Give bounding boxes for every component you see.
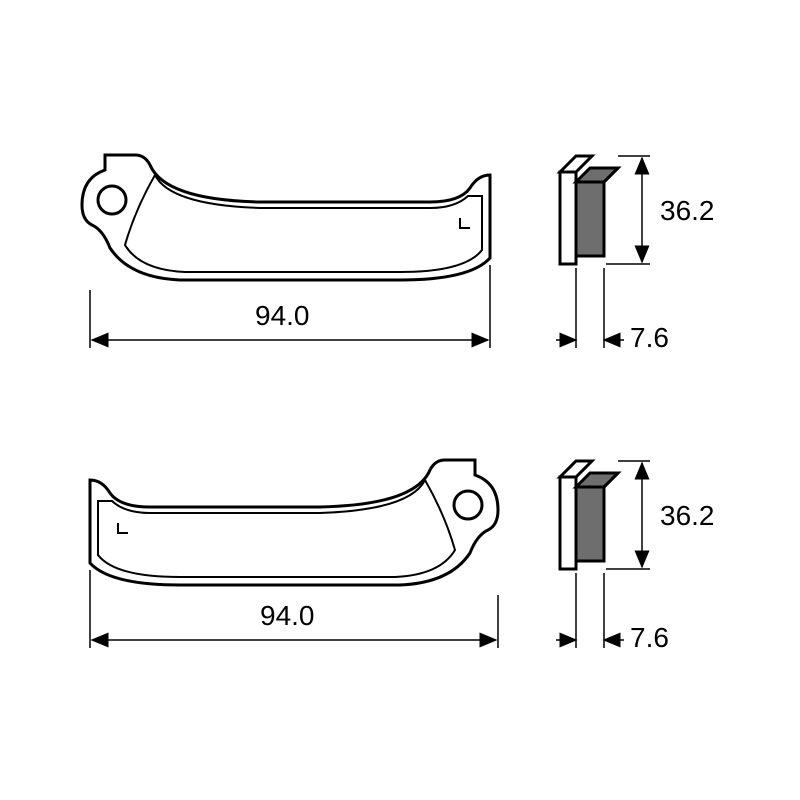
pad-bottom-side [560, 461, 618, 569]
pad-bottom-front [90, 460, 498, 585]
pad-bottom-thick-label: 7.6 [630, 622, 669, 654]
drawing-svg [0, 0, 800, 800]
drawing-canvas: 94.0 36.2 7.6 94.0 36.2 7.6 [0, 0, 800, 800]
pad-top-width-label: 94.0 [255, 300, 310, 332]
pad-bottom-width-label: 94.0 [260, 600, 315, 632]
pad-top-thick-dim [556, 268, 624, 348]
pad-top-thick-label: 7.6 [630, 322, 669, 354]
pad-top-front [82, 155, 490, 280]
pad-top-height-label: 36.2 [660, 195, 715, 227]
pad-bottom-thick-dim [556, 573, 624, 648]
pad-top-side [560, 156, 618, 264]
pad-bottom-height-label: 36.2 [660, 500, 715, 532]
